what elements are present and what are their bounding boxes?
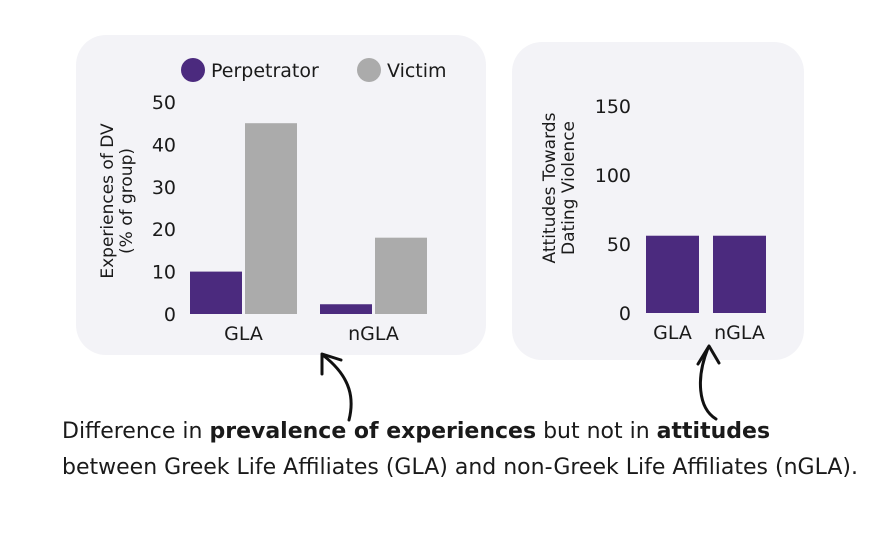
right-chart-panel: 0 50 100 150 GLA nGLA Attitudes Towards Dati… (512, 42, 804, 360)
dv-experiences-chart: Perpetrator Victim 0 10 20 30 40 50 GLA nGLA Ex… (98, 58, 447, 345)
y-axis-ticks: 0 10 20 30 40 50 (152, 92, 176, 326)
caption-part-2: but not in (536, 419, 657, 444)
caption-bold-2: attitudes (656, 419, 771, 444)
x-axis-ticks: GLA nGLA (653, 322, 765, 344)
attitudes-chart: 0 50 100 150 GLA nGLA Attitudes Towards Dati… (540, 96, 766, 344)
legend-swatch-victim (357, 58, 381, 82)
legend-label-victim: Victim (387, 60, 447, 82)
y-tick-label: 0 (164, 304, 176, 326)
bar-gla (646, 235, 699, 313)
caption-part-1: Difference in (62, 419, 210, 444)
y-tick-label: 10 (152, 262, 176, 284)
caption-bold-1: prevalence of experiences (209, 419, 537, 444)
caption-part-3: between Greek Life Affiliates (GLA) and … (62, 455, 858, 480)
y-tick-label: 20 (152, 219, 176, 241)
y-tick-label: 50 (152, 92, 176, 114)
legend-label-perpetrator: Perpetrator (211, 60, 319, 82)
y-tick-label: 40 (152, 134, 176, 156)
bars (646, 235, 766, 313)
y-axis-label-line1: Attitudes Towards (540, 112, 560, 263)
bar-ngla-perpetrator (320, 304, 372, 314)
legend-swatch-perpetrator (181, 58, 205, 82)
bars (190, 123, 427, 314)
y-axis-label-line1: Experiences of DV (98, 123, 118, 279)
bar-ngla (713, 235, 766, 313)
x-tick-label: GLA (653, 322, 692, 344)
y-axis-ticks: 0 50 100 150 (595, 96, 631, 325)
y-axis-label-line2: (% of group) (117, 148, 137, 254)
x-tick-label: nGLA (714, 322, 765, 344)
bar-gla-victim (245, 123, 297, 314)
caption: Difference in prevalence of experiences … (62, 414, 862, 486)
left-chart-panel: Perpetrator Victim 0 10 20 30 40 50 GLA nGLA Ex… (76, 35, 486, 355)
y-tick-label: 100 (595, 165, 631, 187)
left-arrow-icon (320, 352, 353, 422)
y-tick-label: 50 (607, 234, 631, 256)
x-tick-label: nGLA (348, 323, 399, 345)
bar-gla-perpetrator (190, 271, 242, 314)
legend: Perpetrator Victim (181, 58, 447, 82)
y-tick-label: 150 (595, 96, 631, 118)
x-tick-label: GLA (224, 323, 263, 345)
y-tick-label: 0 (619, 303, 631, 325)
y-axis-label-line2: Dating Violence (559, 121, 579, 255)
x-axis-ticks: GLA nGLA (224, 323, 399, 345)
y-tick-label: 30 (152, 177, 176, 199)
bar-ngla-victim (375, 237, 427, 314)
